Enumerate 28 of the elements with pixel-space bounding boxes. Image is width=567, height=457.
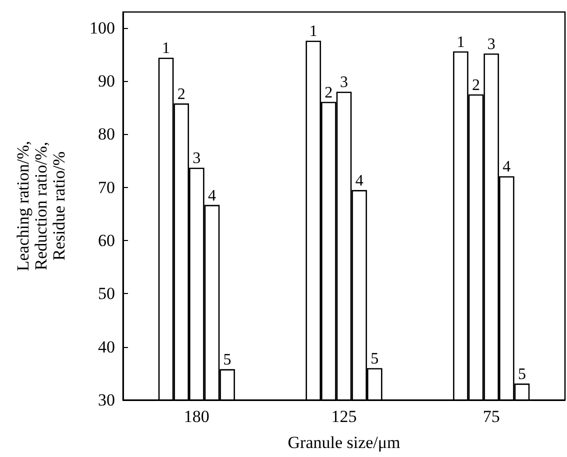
y-tick-label: 90 — [98, 72, 115, 91]
x-tick-label: 180 — [184, 407, 210, 426]
series-label: 3 — [487, 36, 496, 53]
text: 2 — [324, 84, 333, 102]
text: 1 — [309, 23, 318, 40]
text: 3 — [340, 74, 348, 92]
text: 3 — [192, 150, 201, 168]
text: 5 — [518, 366, 526, 384]
y-axis-title: Leaching ration/%, Reduction ratio/%, Residue ratio/% — [14, 140, 68, 272]
y-tick-label: 40 — [98, 337, 115, 356]
text: 4 — [355, 172, 364, 190]
y-tick-label: 80 — [98, 124, 115, 144]
y-tick-label: 100 — [90, 18, 115, 38]
y-tick-label: 70 — [98, 178, 115, 197]
y-tick-label: 30 — [98, 390, 115, 410]
x-tick-label: 125 — [331, 407, 357, 426]
y-tick-label: 60 — [98, 231, 115, 250]
text: 2 — [472, 76, 480, 94]
series-label: 2 — [177, 86, 186, 103]
series-label: 1 — [162, 40, 170, 58]
x-tick-label: 75 — [482, 407, 500, 426]
text: 5 — [370, 350, 379, 368]
text: 1 — [456, 34, 465, 51]
y-tick-label: 50 — [98, 284, 115, 304]
series-label: 4 — [502, 158, 511, 176]
text: 4 — [208, 187, 216, 204]
series-label: 5 — [223, 352, 232, 369]
x-axis-title: Granule size/μm — [288, 433, 400, 452]
